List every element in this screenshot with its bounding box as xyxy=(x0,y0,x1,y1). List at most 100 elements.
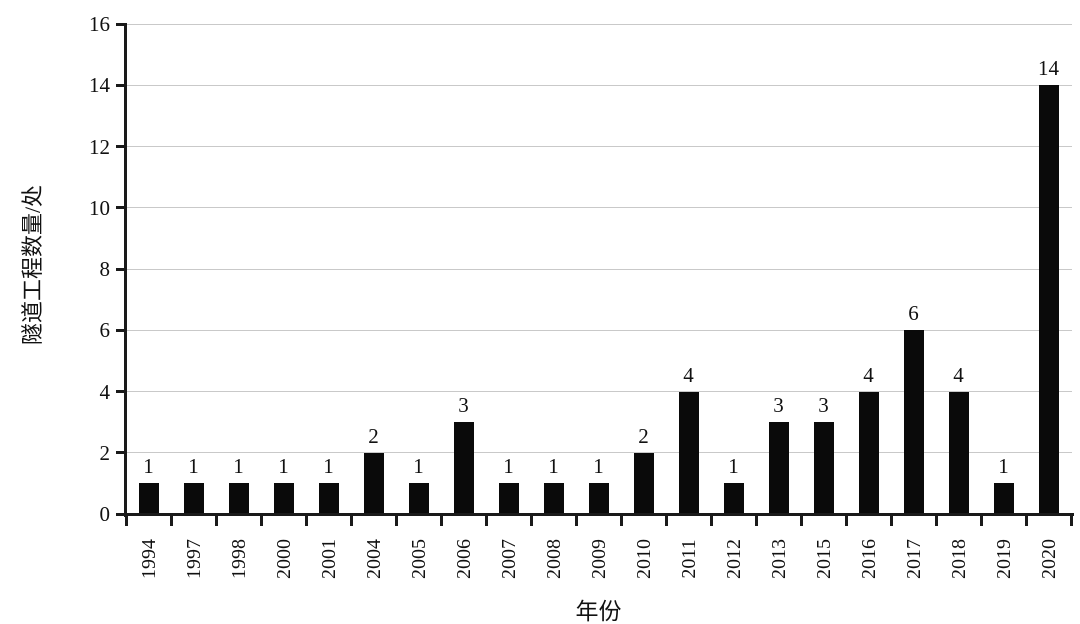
y-tick-label: 14 xyxy=(89,73,110,98)
y-axis-tick xyxy=(116,83,125,87)
bar xyxy=(723,483,744,514)
x-axis-tick xyxy=(214,514,218,526)
x-category-label: 2018 xyxy=(947,539,970,579)
bar xyxy=(993,483,1014,514)
x-category-label: 2017 xyxy=(902,539,925,579)
bar xyxy=(408,483,429,514)
x-axis-tick xyxy=(574,514,578,526)
x-axis-tick xyxy=(259,514,263,526)
bar-value-label: 1 xyxy=(728,454,739,479)
gridline xyxy=(127,207,1072,209)
x-axis-tick xyxy=(709,514,713,526)
y-tick-label: 16 xyxy=(89,12,110,36)
gridline xyxy=(127,23,1072,25)
x-axis-tick xyxy=(304,514,308,526)
x-axis-tick xyxy=(124,514,128,526)
bar xyxy=(498,483,519,514)
x-axis-tick xyxy=(844,514,848,526)
bar xyxy=(813,422,834,514)
y-tick-label: 6 xyxy=(99,318,111,343)
y-axis-title: 隧道工程数量/处 xyxy=(20,184,45,346)
bar-value-label: 1 xyxy=(413,454,424,479)
gridline xyxy=(127,268,1072,270)
y-tick-label: 12 xyxy=(89,134,110,159)
bar-value-label: 1 xyxy=(593,454,604,479)
gridline xyxy=(127,452,1072,454)
bar xyxy=(138,483,159,514)
x-axis-tick xyxy=(439,514,443,526)
x-axis-tick xyxy=(934,514,938,526)
bar-value-label: 14 xyxy=(1038,56,1059,81)
y-axis-tick xyxy=(116,22,125,26)
y-axis-tick xyxy=(116,206,125,210)
bar-value-label: 1 xyxy=(998,454,1009,479)
bar xyxy=(903,330,924,514)
x-axis-tick xyxy=(1024,514,1028,526)
bar-value-label: 2 xyxy=(638,423,649,448)
x-axis-tick xyxy=(394,514,398,526)
x-axis-tick xyxy=(754,514,758,526)
bar-value-label: 1 xyxy=(278,454,289,479)
y-tick-label: 2 xyxy=(99,440,111,465)
x-axis-tick xyxy=(1069,514,1073,526)
x-category-label: 2012 xyxy=(722,539,745,579)
bar xyxy=(453,422,474,514)
bar-value-label: 1 xyxy=(143,454,154,479)
gridline xyxy=(127,391,1072,392)
bar xyxy=(678,391,699,514)
bar xyxy=(1038,85,1059,514)
bar-value-label: 3 xyxy=(818,393,829,418)
x-category-label: 1997 xyxy=(182,539,205,579)
x-category-label: 2008 xyxy=(542,539,565,579)
bar-value-label: 4 xyxy=(863,362,874,387)
x-category-label: 2016 xyxy=(857,539,880,579)
gridline xyxy=(127,329,1072,331)
y-axis-tick xyxy=(116,512,125,516)
bar-value-label: 1 xyxy=(323,454,334,479)
y-tick-label: 10 xyxy=(89,195,110,220)
bar-value-label: 4 xyxy=(683,362,694,387)
bar-value-label: 4 xyxy=(953,362,964,387)
x-axis-tick xyxy=(979,514,983,526)
x-category-label: 2011 xyxy=(677,539,700,579)
bar xyxy=(948,391,969,514)
x-category-label: 2005 xyxy=(407,539,430,579)
bar-value-label: 1 xyxy=(548,454,559,479)
bar-value-label: 1 xyxy=(188,454,199,479)
bar xyxy=(228,483,249,514)
x-category-label: 2007 xyxy=(497,539,520,579)
x-axis-tick xyxy=(664,514,668,526)
x-axis-tick xyxy=(619,514,623,526)
x-category-label: 2013 xyxy=(767,539,790,579)
bar xyxy=(183,483,204,514)
x-axis-tick xyxy=(169,514,173,526)
bar xyxy=(318,483,339,514)
x-axis-tick xyxy=(349,514,353,526)
x-category-label: 2020 xyxy=(1037,539,1060,579)
bar xyxy=(633,452,654,514)
bar-value-label: 2 xyxy=(368,423,379,448)
x-category-label: 1998 xyxy=(227,539,250,579)
x-category-label: 2010 xyxy=(632,539,655,579)
bar xyxy=(858,391,879,514)
x-axis-line xyxy=(124,513,1074,516)
y-axis-tick xyxy=(116,145,125,148)
x-axis-tick xyxy=(799,514,803,526)
bar xyxy=(543,483,564,514)
y-tick-label: 0 xyxy=(99,502,111,526)
y-axis-tick xyxy=(116,451,125,455)
y-axis-line xyxy=(124,23,127,517)
bar-value-label: 6 xyxy=(908,301,919,326)
y-tick-label: 4 xyxy=(99,379,111,404)
bar xyxy=(768,422,789,514)
x-axis-tick xyxy=(529,514,533,526)
x-category-label: 2009 xyxy=(587,539,610,579)
x-category-label: 2000 xyxy=(272,539,295,579)
x-category-label: 2019 xyxy=(992,539,1015,579)
bar-value-label: 1 xyxy=(233,454,244,479)
x-category-label: 2004 xyxy=(362,539,385,579)
y-tick-label: 8 xyxy=(99,257,111,281)
bar-value-label: 3 xyxy=(773,393,784,418)
x-axis-tick xyxy=(889,514,893,526)
x-category-label: 1994 xyxy=(137,539,160,579)
